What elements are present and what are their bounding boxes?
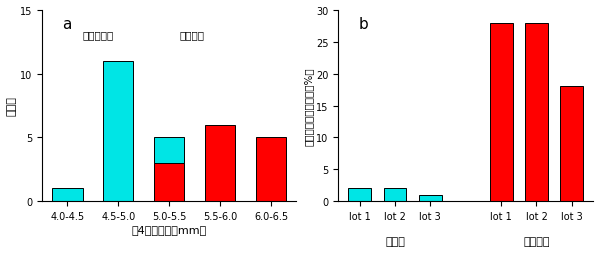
Text: 補食個体: 補食個体 (179, 30, 205, 40)
Bar (383, 188, 406, 201)
Bar (348, 188, 371, 201)
Text: b: b (359, 17, 368, 31)
Y-axis label: 共食いによる死亡率（%）: 共食いによる死亡率（%） (304, 67, 313, 145)
Bar (52, 188, 83, 201)
Bar (525, 24, 548, 201)
Bar (490, 24, 512, 201)
Text: a: a (62, 17, 71, 31)
Text: 給餓魚: 給餓魚 (385, 236, 405, 246)
Bar (103, 62, 133, 201)
Bar (256, 138, 286, 201)
Bar (419, 195, 442, 201)
Text: 無給餓魚: 無給餓魚 (523, 236, 550, 246)
Bar (154, 138, 184, 163)
Text: 被補食個体: 被補食個体 (83, 30, 114, 40)
Bar (205, 125, 235, 201)
Bar (560, 87, 583, 201)
X-axis label: 仙4魚の体長（mm）: 仙4魚の体長（mm） (131, 224, 207, 234)
Y-axis label: 個体数: 個体数 (7, 96, 17, 116)
Bar (154, 163, 184, 201)
